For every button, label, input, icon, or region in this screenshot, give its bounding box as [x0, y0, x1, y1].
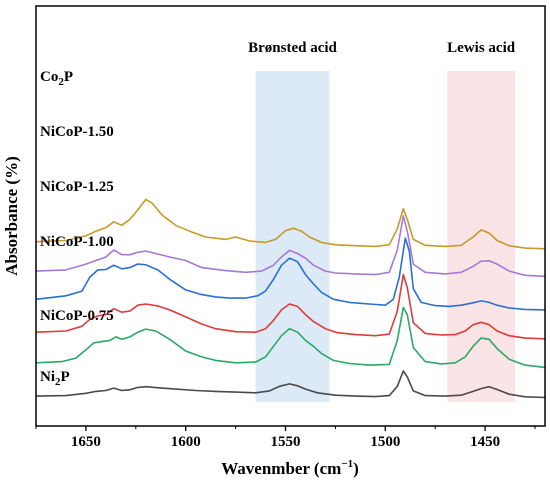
band-region-1 [447, 71, 516, 402]
series-label-2: NiCoP-1.25 [40, 179, 114, 195]
series-line-4 [35, 306, 546, 369]
series-line-5 [35, 370, 546, 399]
series-line-3 [35, 273, 546, 340]
series-label-1: NiCoP-1.50 [40, 124, 114, 140]
x-tick-label-3: 1500 [370, 434, 400, 450]
band-label-1: Lewis acid [447, 40, 516, 56]
x-tick-label-1: 1600 [171, 434, 201, 450]
plot-frame [35, 5, 546, 427]
series-label-4: NiCoP-0.75 [40, 308, 114, 324]
band-region-0 [255, 71, 330, 402]
x-axis-title: Wavenmber (cm−1) [221, 458, 359, 478]
series-label-3: NiCoP-1.00 [40, 234, 114, 250]
series-label-0: Co2P [40, 69, 73, 88]
series-line-0 [35, 198, 546, 250]
x-tick-label-0: 1650 [71, 434, 101, 450]
series-line-2 [35, 237, 546, 311]
y-axis-title: Absorbance (%) [2, 156, 21, 275]
series-label-5: Ni2P [40, 369, 70, 388]
series-line-1 [35, 215, 546, 278]
x-tick-label-4: 1450 [470, 434, 500, 450]
x-tick-label-2: 1550 [271, 434, 301, 450]
band-label-0: Brønsted acid [248, 40, 337, 56]
